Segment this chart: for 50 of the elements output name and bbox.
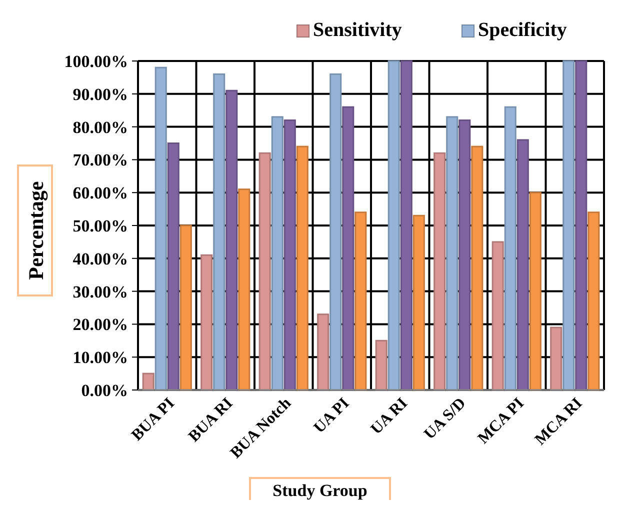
y-tick-label: 90.00% bbox=[72, 84, 128, 104]
y-tick-label: 0.00% bbox=[81, 380, 128, 400]
bar bbox=[226, 90, 238, 391]
bar bbox=[504, 106, 516, 391]
bar bbox=[317, 314, 330, 391]
bar bbox=[284, 119, 296, 391]
y-tick-label: 20.00% bbox=[72, 315, 128, 334]
bar bbox=[296, 146, 308, 391]
bar bbox=[200, 254, 213, 391]
bar bbox=[575, 60, 588, 391]
y-tick-label: 80.00% bbox=[72, 118, 128, 137]
bar bbox=[258, 152, 271, 391]
y-tick-label: 50.00% bbox=[72, 216, 128, 236]
legend-label: Sensitivity bbox=[313, 19, 402, 41]
x-axis-title: Study Group bbox=[272, 481, 368, 500]
y-tick-label: 60.00% bbox=[72, 184, 128, 203]
bar bbox=[471, 146, 484, 391]
y-tick-label: 10.00% bbox=[72, 348, 128, 368]
y-tick-label: 30.00% bbox=[72, 282, 128, 302]
bar bbox=[388, 60, 400, 391]
bar bbox=[142, 372, 154, 391]
bar bbox=[529, 192, 542, 391]
bar bbox=[342, 106, 354, 391]
x-tick-label: UA PI bbox=[310, 394, 353, 437]
bar bbox=[588, 212, 600, 391]
bar bbox=[434, 152, 446, 391]
x-tick-label: UA S/D bbox=[421, 394, 470, 443]
bar bbox=[154, 66, 167, 391]
y-tick-label: 70.00% bbox=[72, 150, 128, 170]
bar bbox=[492, 241, 504, 391]
legend-label: Specificity bbox=[478, 19, 567, 41]
bar bbox=[271, 116, 284, 391]
y-tick-label: 100.00% bbox=[64, 52, 128, 71]
bar bbox=[458, 119, 471, 391]
bar bbox=[562, 60, 575, 391]
bar bbox=[330, 73, 342, 391]
bar bbox=[354, 212, 367, 391]
bar bbox=[446, 116, 458, 391]
bar bbox=[213, 73, 226, 391]
bar bbox=[238, 188, 250, 391]
bar bbox=[412, 214, 425, 391]
bar bbox=[400, 60, 412, 391]
bar bbox=[167, 142, 180, 391]
y-tick-label: 40.00% bbox=[72, 249, 128, 268]
bar bbox=[550, 326, 562, 391]
bar bbox=[375, 340, 388, 391]
bar bbox=[180, 224, 192, 391]
y-axis-title: Percentage bbox=[24, 181, 48, 280]
x-tick-label: UA RI bbox=[368, 394, 411, 438]
bar bbox=[516, 139, 529, 391]
